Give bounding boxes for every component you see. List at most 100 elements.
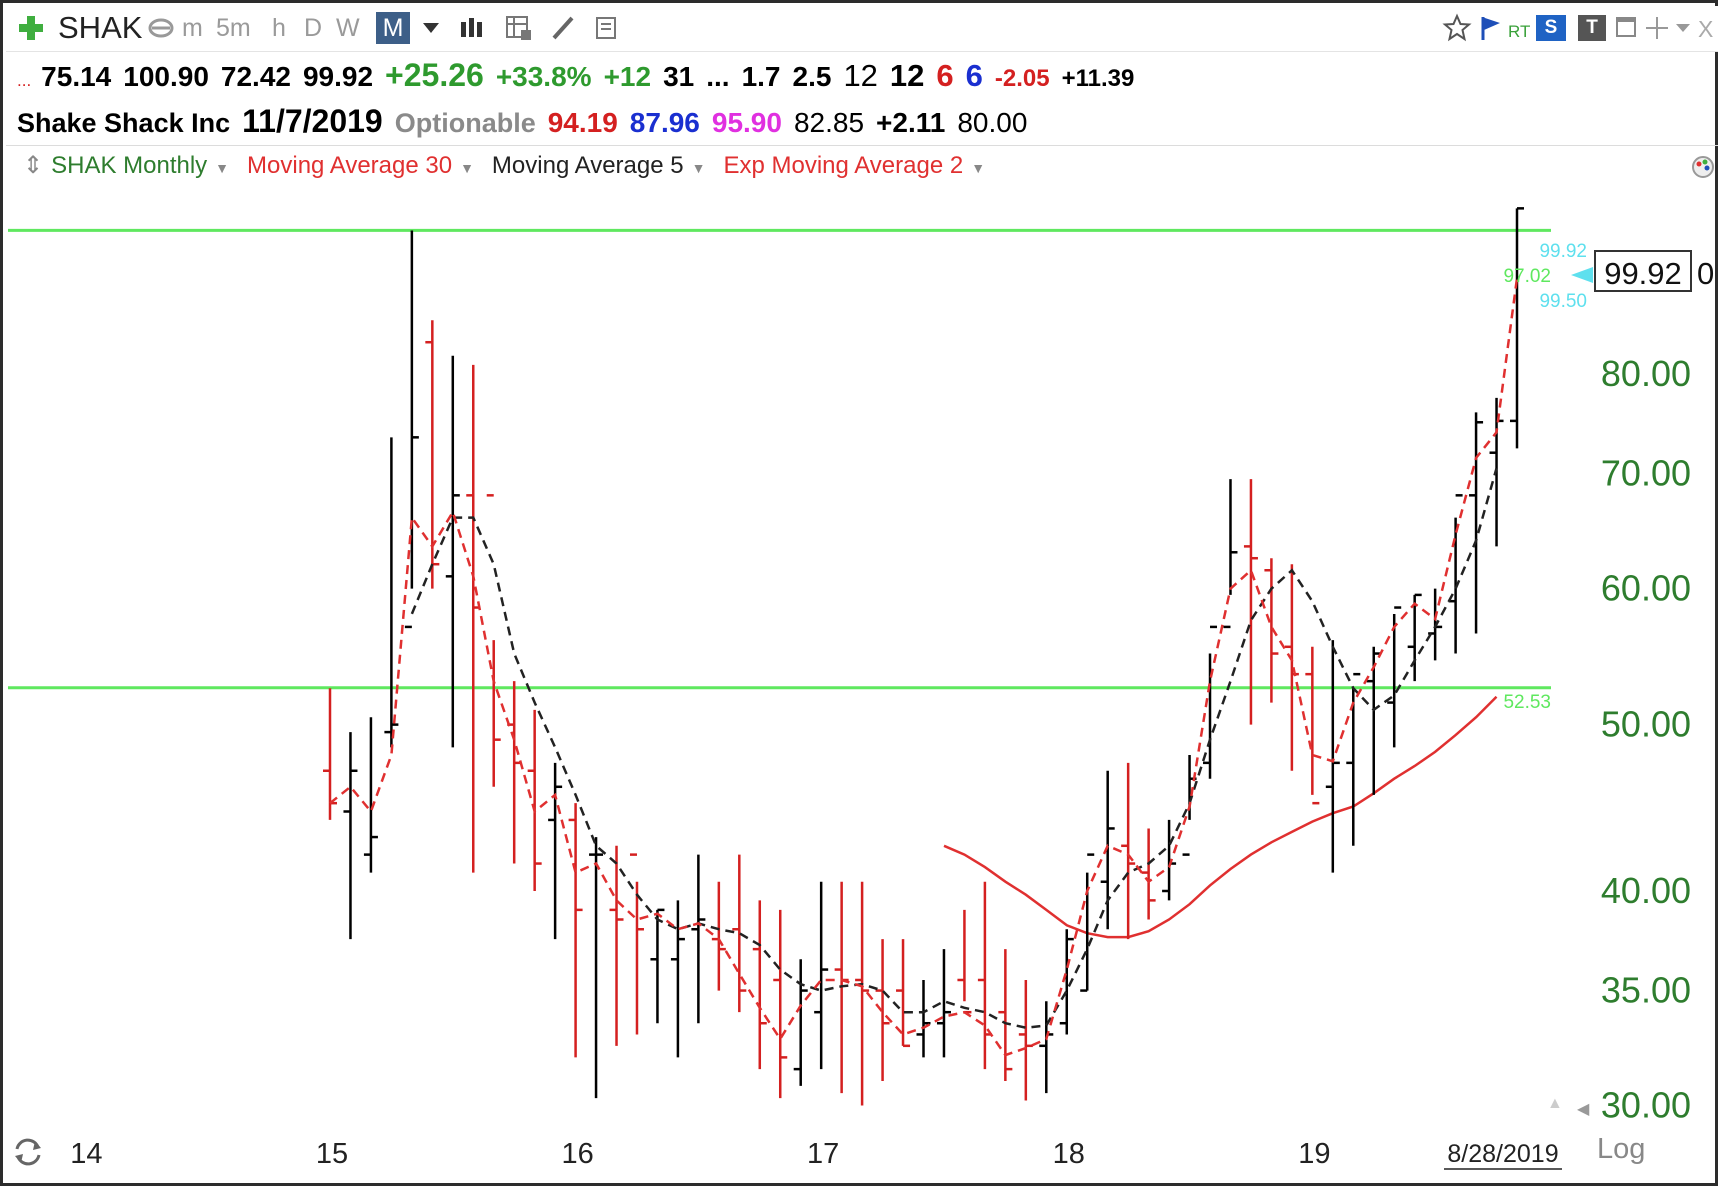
interval-hour[interactable]: h — [272, 14, 286, 42]
palette-icon[interactable] — [1691, 155, 1715, 179]
ohlc-bar — [793, 959, 808, 1086]
quote-date: 11/7/2019 — [242, 103, 383, 139]
ohlc-bar — [445, 355, 460, 748]
quote-close: 99.92 — [302, 61, 374, 92]
ohlc-bar — [363, 717, 378, 873]
ma30-series — [943, 695, 1498, 939]
last-date-label: 8/28/2019 — [1447, 1140, 1558, 1168]
info-p3: 95.90 — [711, 107, 782, 138]
quote-change: +25.26 — [385, 57, 484, 93]
x-tick-label: 18 — [1053, 1138, 1085, 1170]
price-tag-box — [1594, 250, 1692, 292]
ohlc-bar — [998, 949, 1013, 1082]
indicator-table-icon[interactable] — [504, 13, 534, 43]
annotations: 99.92 97.02 99.50 52.53 99.92 0 — [1503, 241, 1714, 713]
interval-minute[interactable]: m — [182, 14, 203, 42]
ohlc-bar — [650, 908, 665, 1024]
info-p4: 82.85 — [793, 107, 865, 138]
y-axis: 30.00 35.00 40.00 50.00 60.00 70.00 80.00 — [1601, 353, 1691, 1125]
close-icon[interactable]: X — [1698, 16, 1714, 42]
ohlc-bar — [1387, 606, 1402, 748]
interval-5min[interactable]: 5m — [216, 14, 251, 42]
ohlc-bar — [875, 939, 890, 1082]
window-icon[interactable] — [1612, 13, 1642, 43]
link-icon[interactable] — [146, 13, 176, 43]
ohlc-bar — [1346, 672, 1361, 846]
chevron-down-icon[interactable]: ▼ — [215, 160, 230, 176]
ohlc-bar — [1080, 853, 1095, 992]
star-icon[interactable] — [1442, 13, 1472, 43]
x-tick-label: 19 — [1298, 1138, 1330, 1170]
scroll-up-icon[interactable]: ▲ — [1547, 1095, 1563, 1112]
scroll-left-icon[interactable]: ◀ — [1577, 1101, 1590, 1118]
interval-week[interactable]: W — [336, 14, 360, 42]
rt-icon[interactable]: RT — [1508, 22, 1531, 41]
s-icon[interactable]: S — [1536, 15, 1566, 41]
interval-month-active[interactable]: M — [376, 12, 410, 44]
chevron-down-icon[interactable]: ▼ — [691, 160, 706, 176]
quote-v7: 12 — [889, 58, 925, 93]
x-tick-label: 15 — [316, 1138, 348, 1170]
ohlc-bar — [1325, 640, 1340, 873]
legend-shak-monthly[interactable]: SHAK Monthly — [51, 152, 208, 179]
add-icon[interactable] — [16, 13, 46, 43]
ohlc-bar — [1223, 479, 1238, 629]
info-p5: +2.11 — [876, 107, 946, 138]
dropdown-icon[interactable] — [1668, 13, 1698, 43]
quote-v2: 31 — [663, 61, 695, 92]
header-divider — [6, 145, 1718, 146]
y-tick-label: 70.00 — [1601, 453, 1691, 494]
refresh-icon[interactable] — [11, 1137, 45, 1167]
quote-v6: 12 — [843, 58, 878, 93]
annot-upper-low: 99.50 — [1539, 291, 1587, 312]
ohlc-bar — [773, 909, 788, 1099]
interval-day[interactable]: D — [304, 14, 323, 42]
quote-v5: 2.5 — [792, 61, 832, 92]
x-tick-label: 17 — [807, 1138, 839, 1170]
ohlc-bar — [752, 900, 767, 1070]
notes-icon[interactable] — [592, 13, 622, 43]
quote-low: 72.42 — [220, 61, 291, 92]
horizontal-lines — [8, 228, 1551, 690]
ohlc-bar — [568, 803, 583, 1058]
ma5-line — [410, 468, 1498, 1029]
draw-pencil-icon[interactable] — [548, 13, 578, 43]
chevron-down-icon[interactable] — [416, 13, 446, 43]
flag-icon[interactable] — [1478, 13, 1508, 43]
ohlc-bar — [1162, 819, 1177, 901]
price-chart: 30.00 35.00 40.00 50.00 60.00 70.00 80.00 14 15… — [8, 207, 1714, 1170]
ma5-series — [410, 468, 1498, 1029]
ohlc-bar — [670, 900, 685, 1058]
t-icon[interactable]: T — [1578, 15, 1606, 41]
log-scale-toggle[interactable]: Log — [1597, 1133, 1646, 1165]
symbol-label[interactable]: SHAK — [58, 10, 143, 45]
x-tick-label: 14 — [70, 1138, 102, 1170]
ohlc-bar — [1203, 625, 1218, 779]
ohlc-bar — [548, 762, 563, 940]
y-tick-label: 50.00 — [1601, 704, 1691, 745]
quote-v11: +11.39 — [1061, 65, 1135, 92]
move-icon[interactable] — [1642, 13, 1672, 43]
ohlc-bar — [343, 732, 358, 940]
chevron-down-icon[interactable]: ▼ — [460, 160, 474, 176]
ohlc-bar — [1407, 593, 1422, 682]
legend-ma30[interactable]: Moving Average 30 — [247, 152, 453, 179]
ohlc-bar — [527, 709, 542, 891]
quote-v8: 6 — [936, 58, 954, 93]
ohlc-bar — [629, 853, 644, 1035]
quote-open: 75.14 — [41, 61, 112, 92]
ohlc-bar — [1059, 929, 1074, 1035]
bar-chart-icon[interactable] — [458, 13, 488, 43]
chevron-down-icon[interactable]: ▼ — [971, 160, 986, 176]
legend-ma5[interactable]: Moving Average 5 — [491, 152, 684, 179]
annot-upper-high: 99.92 — [1539, 241, 1587, 262]
ohlc-bar — [711, 881, 726, 991]
legend-row: ⇕ SHAK Monthly ▼ Moving Average 30 ▼ Moving A… — [23, 151, 1003, 180]
ohlc-bar — [1264, 558, 1279, 703]
ohlc-bar — [1510, 207, 1524, 449]
legend-ema2[interactable]: Exp Moving Average 2 — [723, 152, 964, 179]
updown-icon[interactable]: ⇕ — [23, 152, 44, 179]
ma30-line — [943, 695, 1498, 939]
quote-ellipsis: ... — [17, 71, 32, 90]
